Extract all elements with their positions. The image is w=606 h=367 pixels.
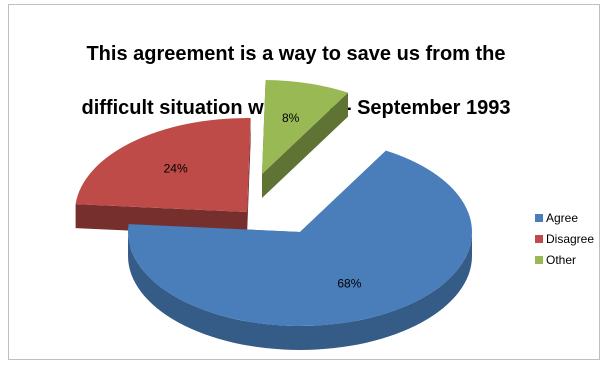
pie-slice-disagree: 24%: [75, 118, 251, 236]
data-label-disagree: 24%: [164, 162, 188, 176]
legend-swatch-other: [535, 255, 543, 264]
pie-slice-agree: 68%: [128, 150, 472, 350]
chart-legend: Agree Disagree Other: [535, 207, 594, 270]
chart-title: This agreement is a way to save us from …: [0, 14, 592, 149]
legend-item-other: Other: [535, 249, 594, 270]
pie-slice-agree-rim: [128, 232, 472, 350]
pie-slice-other: 8%: [262, 80, 348, 198]
legend-swatch-agree: [535, 213, 543, 222]
pie-slice-disagree-top: [75, 118, 251, 212]
legend-item-disagree: Disagree: [535, 228, 594, 249]
pie-slice-other-wall-1: [262, 92, 348, 198]
legend-item-agree: Agree: [535, 207, 594, 228]
pie-slice-other-top: [262, 80, 348, 174]
data-label-agree: 68%: [337, 277, 361, 291]
legend-label-agree: Agree: [546, 210, 579, 225]
data-label-other: 8%: [282, 111, 300, 125]
legend-label-disagree: Disagree: [546, 231, 595, 246]
pie-slice-disagree-wall-1: [247, 118, 251, 236]
pie-slice-agree-top: [128, 150, 472, 326]
legend-label-other: Other: [546, 252, 577, 267]
chart-title-line-1: This agreement is a way to save us from …: [86, 43, 506, 65]
legend-swatch-disagree: [535, 234, 543, 243]
